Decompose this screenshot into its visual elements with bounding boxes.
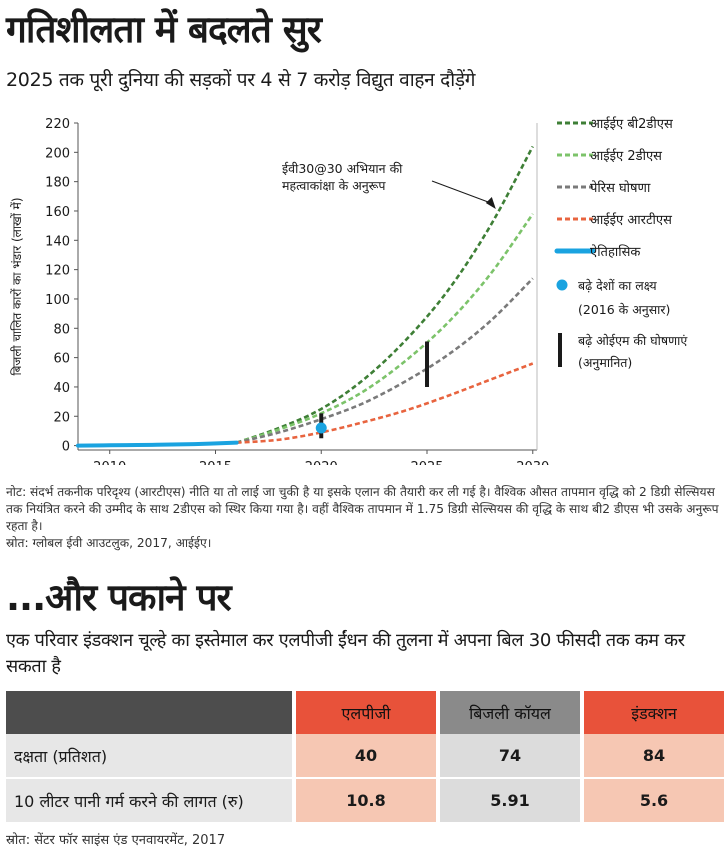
annotation-line-2: महत्वाकांक्षा के अनुरूप: [282, 178, 386, 194]
y-tick-label: 160: [45, 205, 70, 220]
y-tick-label: 80: [53, 322, 70, 337]
cell-cost-coil: 5.91: [440, 777, 580, 822]
table-header-lpg: एलपीजी: [296, 691, 436, 734]
y-tick-label: 220: [45, 117, 70, 132]
x-tick-label: 2030: [516, 460, 549, 465]
country-target-dot: [315, 422, 327, 434]
table-row: दक्षता (प्रतिशत) 40 74 84: [6, 734, 724, 778]
cell-cost-lpg: 10.8: [296, 777, 436, 822]
series-line-2ds: [236, 213, 534, 444]
table-header-blank: [6, 691, 292, 734]
row-label-efficiency: दक्षता (प्रतिशत): [6, 734, 292, 778]
legend-label-rts: आईईए आरटीएस: [590, 212, 672, 228]
legend-label-target-sub: (2016 के अनुसार): [578, 302, 670, 318]
legend-label-2ds: आईईए 2डीएस: [590, 148, 662, 164]
cell-efficiency-lpg: 40: [296, 734, 436, 778]
cell-efficiency-coil: 74: [440, 734, 580, 778]
legend-label-oem-sub: (अनुमानित): [578, 355, 632, 371]
annotation-arrow-head: [485, 196, 496, 209]
y-tick-label: 40: [53, 381, 70, 396]
ev-stock-chart: 0 20 40 60 80 100 120 140 160 180 200 220 2010 2015 20…: [10, 116, 688, 465]
y-tick-label: 180: [45, 176, 70, 191]
chart-notes: नोट: संदर्भ तकनीक परिदृश्य (आरटीएस) नीति…: [6, 484, 724, 552]
cooking-comparison-table: एलपीजी बिजली कॉयल इंडक्शन दक्षता (प्रतिश…: [6, 691, 724, 822]
table-header-induction: इंडक्शन: [584, 691, 724, 734]
series-line-historical: [76, 440, 239, 448]
table-header-row: एलपीजी बिजली कॉयल इंडक्शन: [6, 691, 724, 734]
section-subtitle: एक परिवार इंडक्शन चूल्हे का इस्तेमाल कर …: [6, 630, 685, 677]
y-tick-label: 140: [45, 234, 70, 249]
chart-source: स्रोत: ग्लोबल ईवी आउटलुक, 2017, आईईए।: [6, 536, 212, 550]
y-tick-label: 100: [45, 293, 70, 308]
series-line-b2ds: [236, 145, 534, 444]
legend-label-historical: ऐतिहासिक: [590, 244, 641, 260]
page-title: गतिशीलता में बदलते सुर: [6, 8, 322, 51]
annotation-arrow-line: [431, 180, 491, 204]
x-tick-label: 2020: [305, 460, 338, 465]
x-tick-label: 2025: [410, 460, 443, 465]
table-source: स्रोत: सेंटर फॉर साइंस एंड एनवायरमेंट, 2…: [6, 833, 226, 848]
y-tick-label: 120: [45, 264, 70, 279]
x-tick-label: 2010: [93, 460, 126, 465]
legend-label-b2ds: आईईए बी2डीएस: [590, 116, 673, 132]
chart-note: नोट: संदर्भ तकनीक परिदृश्य (आरटीएस) नीति…: [6, 485, 719, 533]
legend-label-paris: पेरिस घोषणा: [590, 180, 651, 196]
series-line-rts: [236, 362, 534, 444]
table-row: 10 लीटर पानी गर्म करने की लागत (रु) 10.8…: [6, 777, 724, 822]
annotation-line-1: ईवी30@30 अभियान की: [282, 161, 403, 176]
series-line-paris: [236, 277, 534, 444]
page-subtitle: 2025 तक पूरी दुनिया की सड़कों पर 4 से 7 …: [6, 69, 476, 91]
cell-cost-induction: 5.6: [584, 777, 724, 822]
table-header-electric-coil: बिजली कॉयल: [440, 691, 580, 734]
legend-label-oem: बढ़े ओईएम की घोषणाएं: [578, 333, 688, 348]
y-tick-label: 0: [62, 440, 70, 455]
row-label-cost: 10 लीटर पानी गर्म करने की लागत (रु): [6, 777, 292, 822]
cell-efficiency-induction: 84: [584, 734, 724, 778]
y-axis-label: बिजली चालित कारों का भंडार (लाखों में): [10, 197, 24, 375]
y-tick-label: 20: [53, 410, 70, 425]
legend-label-target: बढ़े देशों का लक्ष्य: [578, 278, 657, 293]
y-tick-label: 200: [45, 146, 70, 161]
legend-swatch-target: [556, 279, 568, 291]
y-tick-label: 60: [53, 352, 70, 367]
section-title: ...और पकाने पर: [6, 576, 232, 619]
x-tick-label: 2015: [199, 460, 232, 465]
